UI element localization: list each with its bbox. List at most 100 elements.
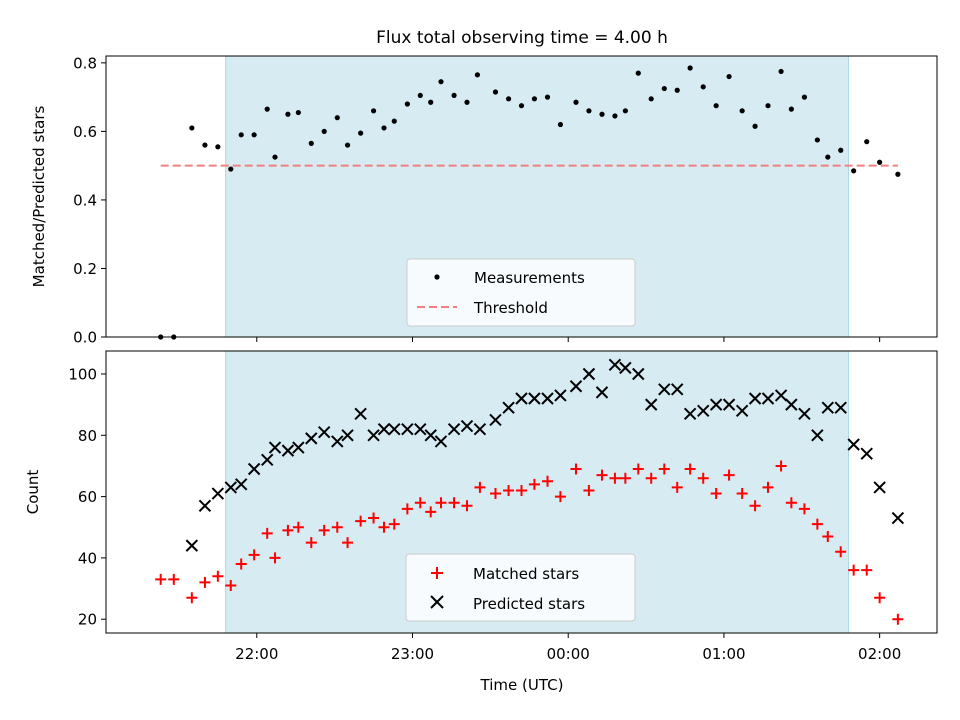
predicted-star-point xyxy=(847,438,860,451)
top-y-axis-label: Matched/Predicted stars xyxy=(30,106,48,288)
predicted-star-point xyxy=(798,407,811,421)
matched-star-point xyxy=(448,497,460,509)
predicted-star-point xyxy=(377,422,391,436)
matched-star-point xyxy=(425,506,437,518)
matched-star-point xyxy=(388,518,400,530)
measurement-points xyxy=(158,65,901,340)
measurement-point xyxy=(778,68,784,75)
predicted-star-point xyxy=(317,426,331,439)
predicted-star-point xyxy=(261,453,274,467)
measurement-point xyxy=(622,108,628,114)
matched-star-point xyxy=(248,549,260,561)
measurement-point xyxy=(417,92,423,99)
matched-star-point xyxy=(749,500,761,512)
measurement-point xyxy=(895,171,901,177)
predicted-star-point xyxy=(305,432,318,445)
matched-star-point xyxy=(461,500,473,512)
predicted-star-point xyxy=(331,435,344,448)
x-tick-label: 01:00 xyxy=(702,645,745,663)
predicted-star-point xyxy=(645,398,658,411)
top-legend: Measurements Threshold xyxy=(406,258,636,327)
matched-star-point xyxy=(848,564,860,576)
legend-threshold-label: Threshold xyxy=(473,299,548,317)
matched-star-points xyxy=(155,460,904,625)
measurement-point xyxy=(215,144,221,150)
predicted-star-point xyxy=(785,398,798,411)
matched-star-point xyxy=(835,546,847,558)
matched-star-point xyxy=(282,524,294,536)
bottom-plot-frame xyxy=(105,350,938,634)
predicted-star-point xyxy=(722,398,736,411)
bottom-panel: 20 40 60 80 100 22:00 23:00 00:00 01:00 02:00 Co… xyxy=(24,350,938,694)
predicted-star-points xyxy=(185,358,905,552)
matched-star-point xyxy=(378,521,390,533)
matched-star-point xyxy=(822,530,834,542)
measurement-point xyxy=(801,94,808,100)
predicted-star-point xyxy=(619,361,632,375)
matched-star-point xyxy=(292,521,304,533)
measurement-point xyxy=(586,108,592,114)
matched-star-point xyxy=(671,481,683,493)
predicted-star-point xyxy=(434,435,448,448)
measurement-point xyxy=(765,103,771,109)
predicted-star-point xyxy=(354,407,367,421)
measurement-point xyxy=(344,142,351,148)
predicted-star-point xyxy=(582,367,596,381)
predicted-star-point xyxy=(748,392,762,405)
predicted-star-point xyxy=(834,401,847,414)
matched-star-point xyxy=(342,537,354,549)
measurement-point xyxy=(285,111,291,117)
measurement-point xyxy=(864,139,870,145)
y-tick-label: 0.2 xyxy=(73,260,97,278)
measurement-point xyxy=(726,73,732,80)
matched-star-point xyxy=(212,570,224,582)
predicted-star-point xyxy=(541,392,554,405)
matched-star-point xyxy=(570,463,582,475)
predicted-star-point xyxy=(608,358,622,372)
legend-dot-marker xyxy=(434,274,440,280)
measurement-point xyxy=(573,99,579,105)
bottom-y-axis-label: Count xyxy=(24,470,42,515)
y-tick-label: 100 xyxy=(68,365,97,383)
measurement-point xyxy=(334,115,340,121)
legend-predicted-label: Predicted stars xyxy=(473,595,585,613)
predicted-star-point xyxy=(697,404,710,417)
matched-star-point xyxy=(645,472,657,484)
matched-star-point xyxy=(261,527,273,539)
measurement-point xyxy=(713,103,719,109)
predicted-star-point xyxy=(367,429,380,442)
matched-star-point xyxy=(186,592,198,604)
measurement-point xyxy=(599,111,605,117)
measurement-point xyxy=(661,85,667,92)
measurement-point xyxy=(428,99,434,105)
y-tick-label: 40 xyxy=(78,549,97,567)
predicted-star-point xyxy=(709,398,723,411)
measurement-point xyxy=(370,108,377,114)
predicted-star-point xyxy=(211,487,225,500)
measurement-point xyxy=(788,106,794,112)
measurement-point xyxy=(851,168,857,174)
measurement-point xyxy=(492,89,499,95)
matched-star-point xyxy=(554,491,566,503)
measurement-point xyxy=(648,96,654,102)
legend-matched-label: Matched stars xyxy=(473,565,579,583)
measurement-point xyxy=(321,128,327,134)
predicted-star-point xyxy=(292,441,305,454)
measurement-point xyxy=(295,109,301,116)
predicted-star-point xyxy=(515,392,528,405)
measurement-point xyxy=(838,147,844,153)
predicted-star-point xyxy=(235,478,248,491)
measurement-point xyxy=(358,130,364,136)
predicted-star-point xyxy=(811,429,824,442)
predicted-star-point xyxy=(528,392,541,405)
matched-star-point xyxy=(619,472,631,484)
measurement-point xyxy=(264,106,270,112)
predicted-star-point xyxy=(671,383,684,396)
measurement-point xyxy=(272,154,278,160)
predicted-star-point xyxy=(860,447,873,460)
matched-star-point xyxy=(235,558,247,570)
chart-title: Flux total observing time = 4.00 h xyxy=(376,28,668,48)
legend-x-marker xyxy=(430,595,444,609)
y-tick-label: 60 xyxy=(78,488,97,506)
y-tick-label: 0.4 xyxy=(73,191,97,209)
